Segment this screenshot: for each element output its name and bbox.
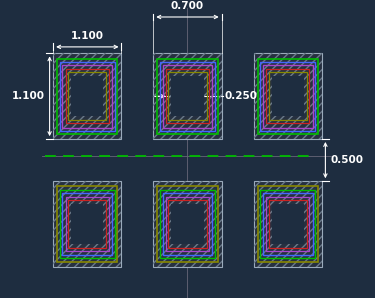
Bar <box>53 53 122 139</box>
Bar <box>166 69 209 123</box>
Bar <box>254 53 322 139</box>
Bar <box>153 181 222 267</box>
Bar <box>268 72 307 120</box>
Bar <box>53 53 122 139</box>
Text: 1.100: 1.100 <box>71 30 104 41</box>
Bar <box>260 62 315 131</box>
Bar <box>53 181 122 267</box>
Bar <box>57 59 117 134</box>
Bar <box>158 59 218 134</box>
Bar <box>160 190 215 258</box>
Bar <box>158 186 218 262</box>
Bar <box>254 53 322 139</box>
Bar <box>254 181 322 267</box>
Bar <box>60 190 115 258</box>
Bar <box>53 181 122 267</box>
Bar <box>163 65 212 128</box>
Bar <box>63 193 112 255</box>
Bar <box>260 190 315 258</box>
Text: 0.700: 0.700 <box>171 1 204 11</box>
Bar <box>263 193 312 255</box>
Bar <box>68 72 106 120</box>
Bar <box>258 59 318 134</box>
Text: 0.500: 0.500 <box>331 155 364 165</box>
Bar <box>272 76 304 117</box>
Text: 1.100: 1.100 <box>11 91 44 101</box>
Bar <box>268 200 307 248</box>
Bar <box>272 204 304 244</box>
Bar <box>266 69 309 123</box>
Bar <box>63 65 112 128</box>
Bar <box>163 193 212 255</box>
Bar <box>71 204 104 244</box>
Bar <box>153 53 222 139</box>
Bar <box>254 181 322 267</box>
Bar <box>166 197 209 251</box>
Bar <box>171 76 204 117</box>
Bar <box>71 76 104 117</box>
Bar <box>153 181 222 267</box>
Bar <box>168 200 207 248</box>
Text: 0.250: 0.250 <box>225 91 258 101</box>
Bar <box>66 69 109 123</box>
Bar <box>160 62 215 131</box>
Bar <box>153 53 222 139</box>
Bar <box>168 72 207 120</box>
Bar <box>263 65 312 128</box>
Bar <box>68 200 106 248</box>
Bar <box>60 62 115 131</box>
Bar <box>266 197 309 251</box>
Bar <box>57 186 117 262</box>
Bar <box>258 186 318 262</box>
Bar <box>171 204 204 244</box>
Bar <box>66 197 109 251</box>
